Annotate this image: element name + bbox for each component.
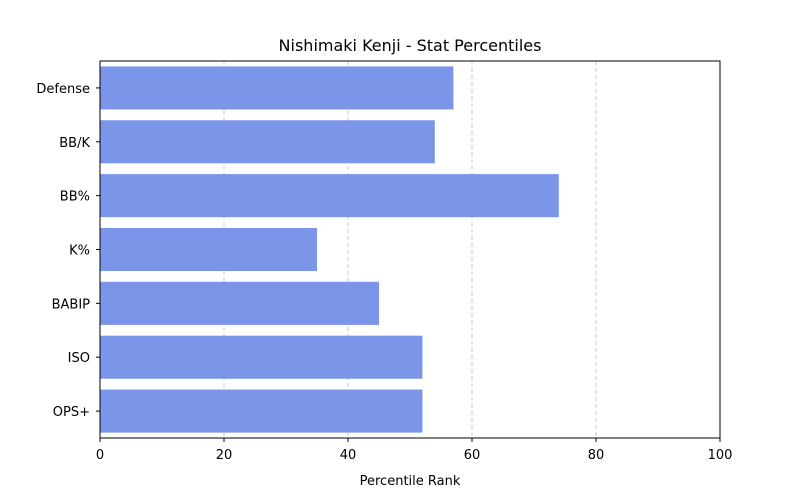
x-tick-label-60: 60	[464, 448, 481, 463]
bar-k	[100, 227, 317, 272]
y-tick-label-bb: BB%	[60, 190, 90, 205]
y-tick-label-defense: Defense	[36, 82, 90, 97]
y-tick-label-ops: OPS+	[53, 405, 90, 420]
y-axis-ticks: Defense BB/K BB% K% BABIP ISO OPS+	[36, 82, 100, 420]
bar-defense	[100, 66, 454, 110]
chart-title: Nishimaki Kenji - Stat Percentiles	[279, 36, 542, 55]
bars	[100, 66, 559, 433]
y-tick-label-k: K%	[69, 244, 90, 259]
bar-bb-k	[100, 120, 435, 164]
bar-bb	[100, 174, 559, 218]
y-tick-label-iso: ISO	[68, 351, 90, 366]
y-tick-label-babip: BABIP	[52, 297, 91, 312]
y-tick-label-bb-k: BB/K	[59, 136, 90, 151]
bar-babip	[100, 281, 379, 325]
x-axis-title: Percentile Rank	[360, 474, 461, 489]
bar-ops	[100, 389, 423, 433]
x-axis-ticks: 0 20 40 60 80 100	[96, 438, 733, 463]
x-tick-label-100: 100	[708, 448, 733, 463]
x-tick-label-0: 0	[96, 448, 104, 463]
x-tick-label-80: 80	[588, 448, 605, 463]
bar-iso	[100, 335, 423, 379]
x-tick-label-40: 40	[340, 448, 357, 463]
x-tick-label-20: 20	[216, 448, 233, 463]
